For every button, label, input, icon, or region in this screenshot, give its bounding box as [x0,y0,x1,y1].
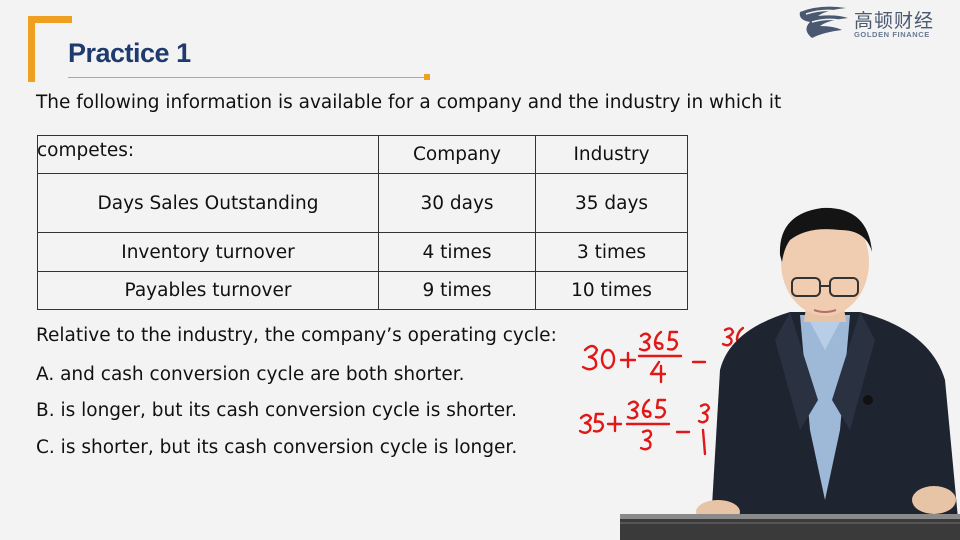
table-row: Payables turnover 9 times 10 times [37,271,688,310]
slide-title: Practice 1 [68,38,191,68]
question-text: Relative to the industry, the company’s … [36,325,557,346]
table-cell: 10 times [535,271,688,310]
comparison-table: competes: Company Industry Days Sales Ou… [37,135,688,310]
option-c: C. is shorter, but its cash conversion c… [36,437,518,458]
table-header-cell: competes: [37,135,379,174]
table-cell: 4 times [378,232,536,272]
table-cell: Payables turnover [37,271,379,310]
option-a: A. and cash conversion cycle are both sh… [36,364,465,385]
desk-podium [620,514,960,540]
golden-finance-logo: 高顿财经 GOLDEN FINANCE [796,4,956,44]
handwritten-calculation [578,326,745,456]
table-cell: 30 days [378,173,536,233]
table-cell: Days Sales Outstanding [37,173,379,233]
table-header-cell: Company [378,135,536,174]
option-b: B. is longer, but its cash conversion cy… [36,400,517,421]
intro-text: The following information is available f… [36,92,782,113]
table-row: Days Sales Outstanding 30 days 35 days [37,173,688,233]
table-cell: 3 times [535,232,688,272]
table-cell: 9 times [378,271,536,310]
logo-english-text: GOLDEN FINANCE [854,30,930,39]
title-underline-dot [424,74,430,80]
title-bracket-decoration [28,16,72,82]
table-row: Inventory turnover 4 times 3 times [37,232,688,272]
table-header-row: competes: Company Industry [37,135,688,174]
table-cell: 35 days [535,173,688,233]
logo-wing-icon [799,6,848,39]
title-underline [68,77,426,78]
table-cell: Inventory turnover [37,232,379,272]
logo-chinese-text: 高顿财经 [854,10,935,32]
presenter-video [696,207,960,540]
table-header-cell: Industry [535,135,688,174]
